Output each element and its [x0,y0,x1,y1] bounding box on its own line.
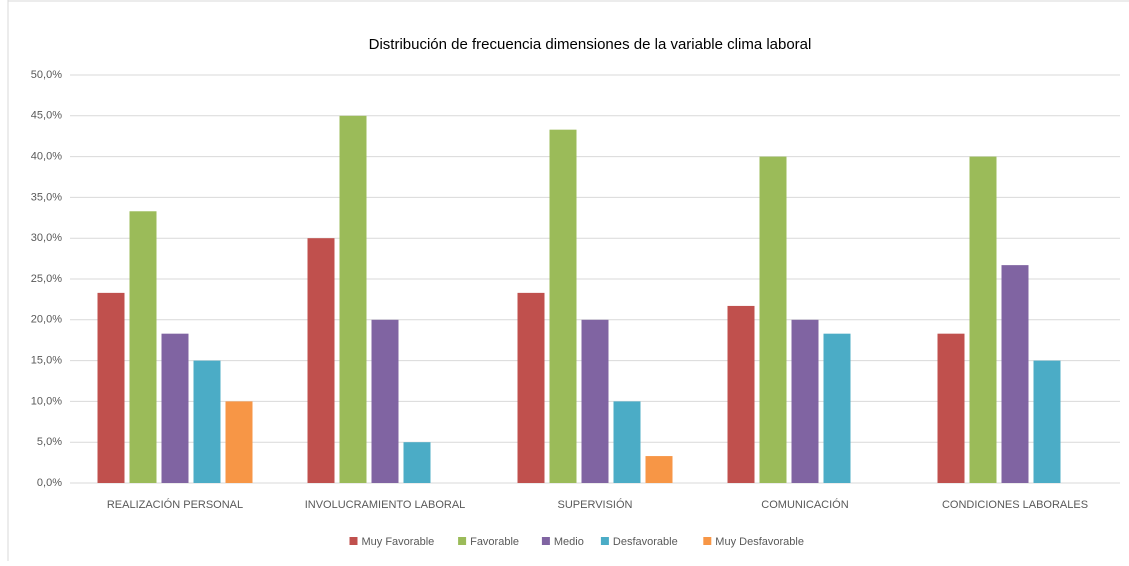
bar [97,292,125,483]
bar [969,156,997,483]
bar [791,319,819,483]
bar [613,401,641,483]
legend-label: Muy Desfavorable [715,536,804,548]
x-tick-label: COMUNICACIÓN [761,498,848,511]
bar [759,156,787,483]
bar [549,129,577,483]
y-tick-label: 50,0% [31,69,62,81]
y-tick-label: 35,0% [31,191,62,203]
legend-swatch [703,537,712,545]
bar [645,456,673,483]
x-tick-label: REALIZACIÓN PERSONAL [107,498,243,511]
y-tick-label: 0,0% [37,477,62,489]
y-tick-label: 10,0% [31,395,62,407]
legend-label: Desfavorable [613,536,678,548]
legend-swatch [458,537,467,545]
x-tick-label: SUPERVISIÓN [558,498,633,511]
bar [727,305,755,483]
y-tick-label: 45,0% [31,110,62,122]
bar [403,442,431,483]
y-tick-label: 25,0% [31,273,62,285]
bar [1033,360,1061,483]
y-tick-label: 15,0% [31,355,62,367]
bar [307,238,335,483]
legend-swatch [600,537,609,545]
bar [129,211,157,483]
y-tick-label: 20,0% [31,314,62,326]
bar [161,333,189,483]
legend-swatch [349,537,358,545]
x-tick-label: CONDICIONES LABORALES [942,499,1088,511]
y-tick-label: 30,0% [31,232,62,244]
bar [937,333,965,483]
bar [339,115,367,484]
legend-label: Muy Favorable [362,536,435,548]
y-tick-label: 40,0% [31,151,62,163]
x-tick-label: INVOLUCRAMIENTO LABORAL [305,499,466,511]
bar [823,333,851,483]
bar [193,360,221,483]
bar [1001,265,1029,483]
bar [581,319,609,483]
bar [371,319,399,483]
legend-label: Favorable [470,536,519,548]
legend-label: Medio [554,536,584,548]
chart-title: Distribución de frecuencia dimensiones d… [369,36,812,53]
y-tick-label: 5,0% [37,436,62,448]
bar [517,292,545,483]
legend-swatch [541,537,550,545]
bar [225,401,253,483]
